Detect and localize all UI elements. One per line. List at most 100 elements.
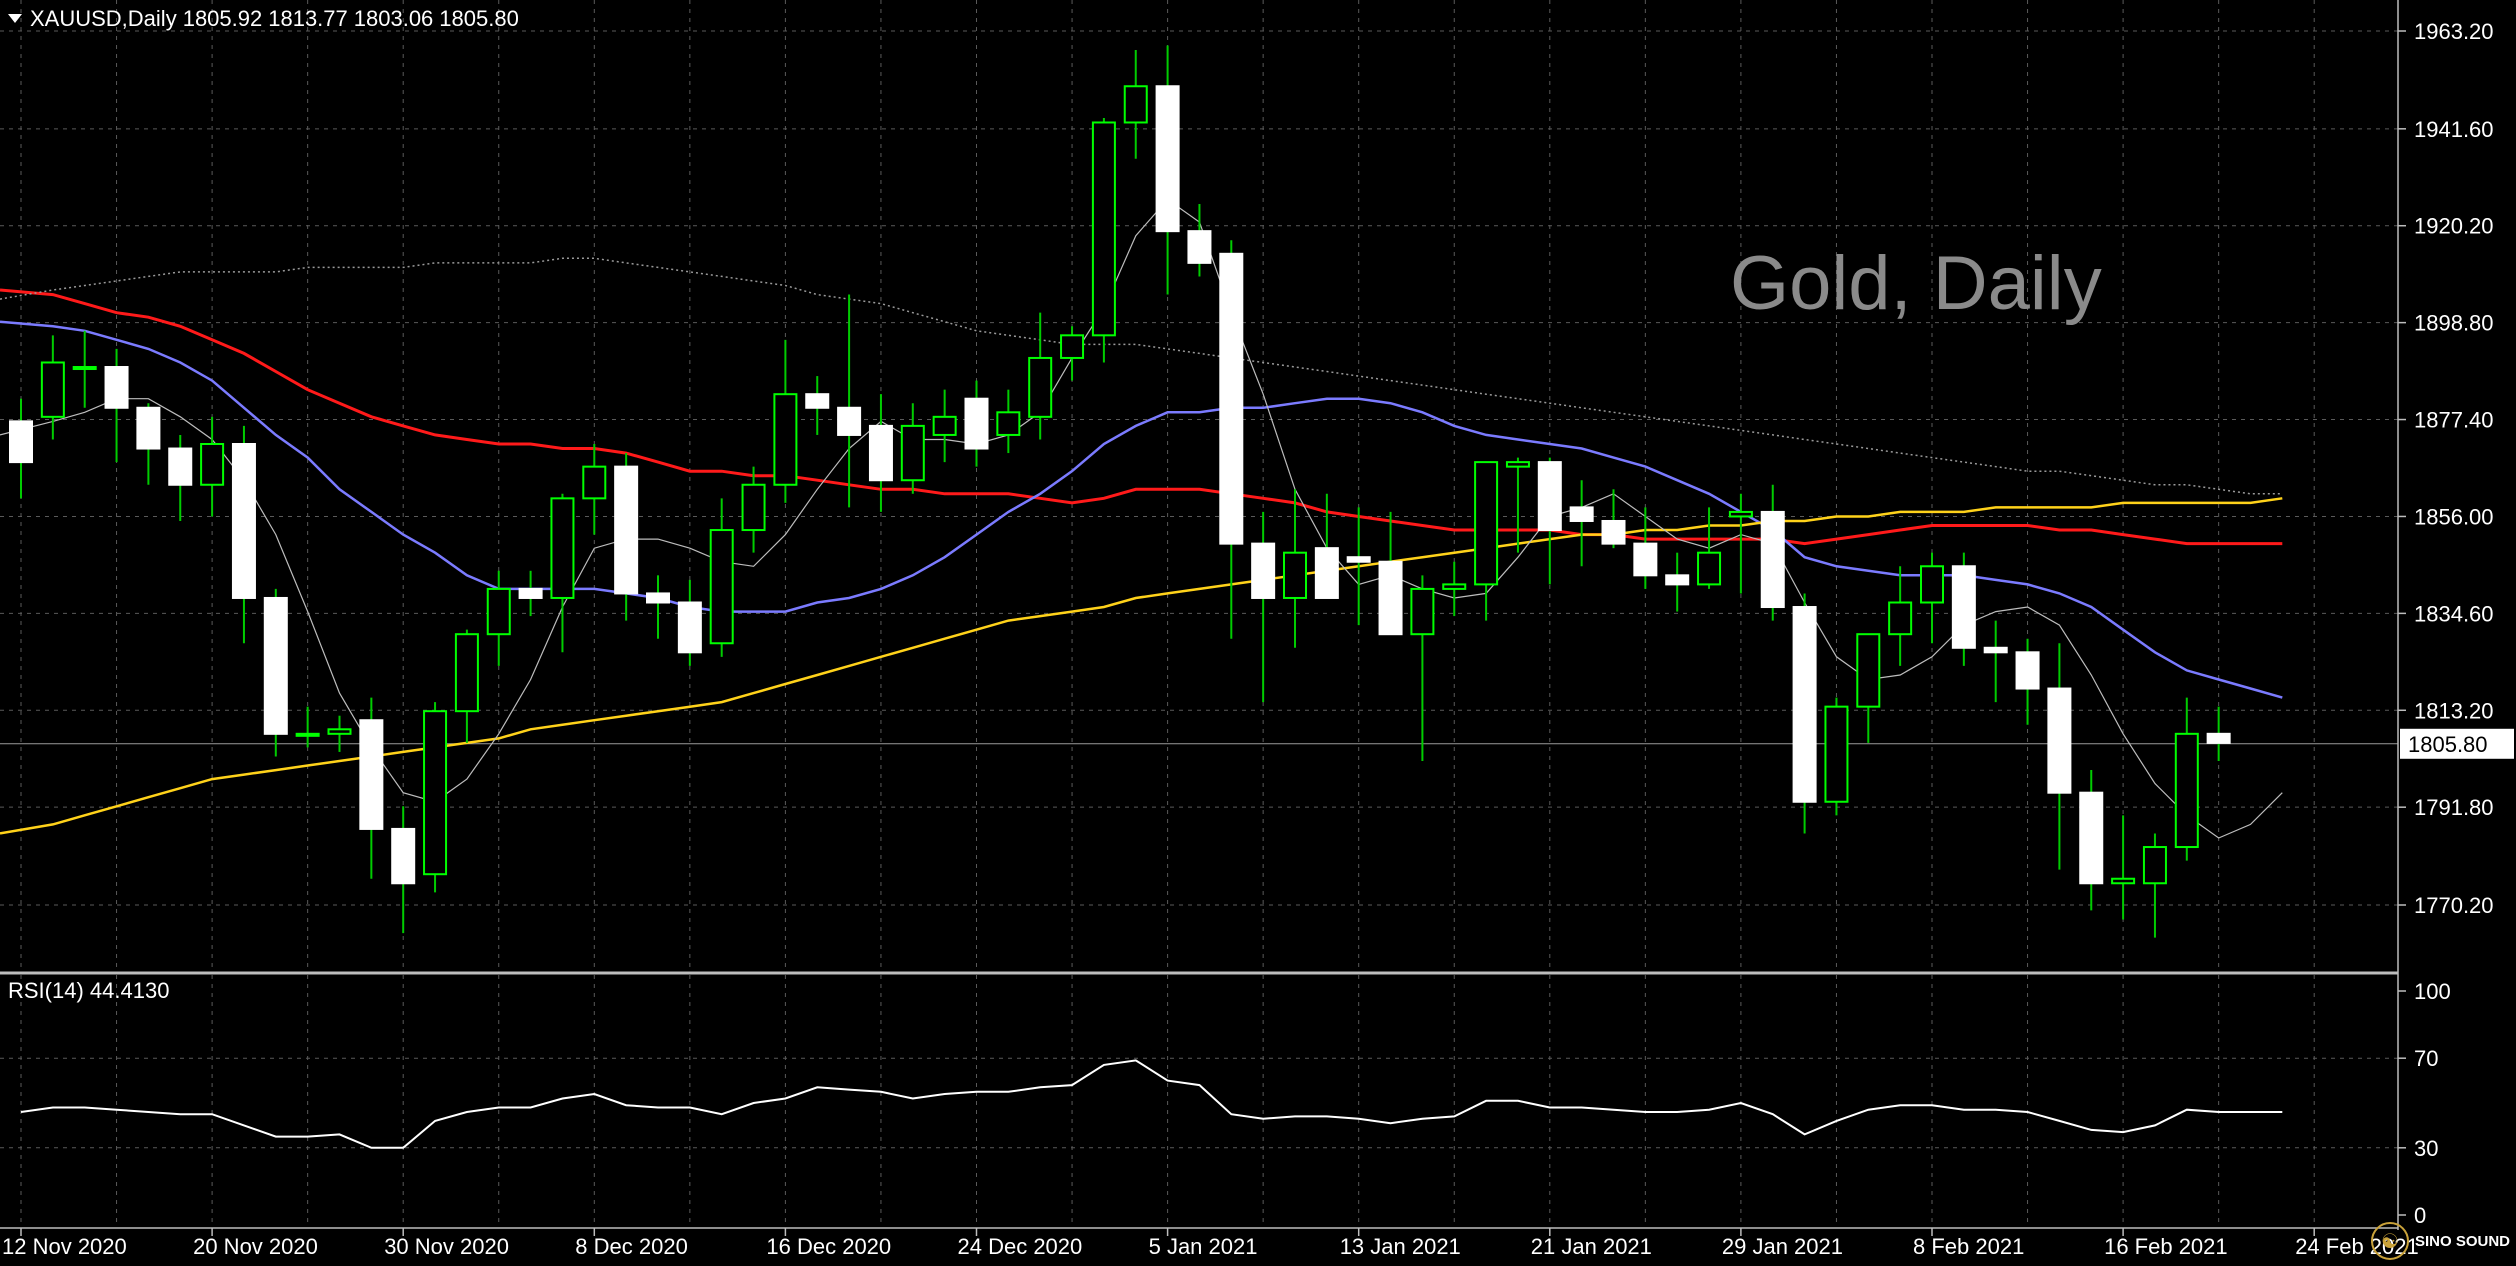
candle <box>2047 643 2072 870</box>
price-tick-label: 1898.80 <box>2414 311 2494 336</box>
candle-body-down <box>263 596 288 735</box>
candle-body-up <box>1824 705 1849 803</box>
candle <box>168 434 193 521</box>
candle-body-up <box>423 710 448 876</box>
candle-body-down <box>9 420 33 464</box>
candle-body-up <box>582 465 607 500</box>
candle-body-down <box>1251 542 1276 599</box>
candle-body-down <box>2206 732 2231 744</box>
candle <box>1028 312 1053 440</box>
candle <box>2015 638 2040 725</box>
candle-body-down <box>1633 542 1658 577</box>
candle-body-down <box>1187 230 1212 264</box>
candle <box>614 453 639 621</box>
date-tick-label: 5 Jan 2021 <box>1149 1234 1258 1259</box>
date-tick-label: 30 Nov 2020 <box>384 1234 509 1259</box>
candle <box>72 330 97 408</box>
low-value: 1803.06 <box>353 6 434 31</box>
candle-body-down <box>2015 651 2040 690</box>
candle <box>1728 493 1753 594</box>
candle <box>1060 326 1085 381</box>
candle <box>1569 480 1594 567</box>
candle-body-down <box>1219 252 1244 545</box>
candle-body-up <box>1060 334 1085 359</box>
candle-body-down <box>1346 556 1371 563</box>
candle-body-up <box>200 442 225 486</box>
candle <box>1251 511 1276 703</box>
close-value: 1805.80 <box>439 6 519 31</box>
candle <box>2174 697 2199 861</box>
candle-body-up <box>1920 565 1944 604</box>
candle-body-up <box>1505 461 1530 468</box>
candle <box>1856 633 1881 743</box>
candle <box>709 498 734 657</box>
candle <box>1983 620 2008 703</box>
candle <box>104 348 129 463</box>
candle <box>932 389 957 463</box>
candle-body-up <box>996 411 1021 436</box>
candle <box>1760 484 1785 621</box>
candle-body-down <box>1601 519 1626 545</box>
candle-body-down <box>104 366 129 409</box>
ma-thin-line <box>0 198 2283 839</box>
candle-body-down <box>2079 791 2104 885</box>
candle-body-down <box>677 601 702 654</box>
date-tick-label: 20 Nov 2020 <box>193 1234 318 1259</box>
date-tick-label: 16 Feb 2021 <box>2104 1234 2228 1259</box>
candle <box>1314 493 1339 599</box>
symbol-label: XAUUSD,Daily <box>30 6 177 31</box>
candle <box>1920 552 1944 644</box>
candle <box>1633 507 1658 589</box>
price-tick-label: 1941.60 <box>2414 117 2494 142</box>
price-tick-label: 1877.40 <box>2414 408 2494 433</box>
candle-body-up <box>1410 587 1435 636</box>
rsi-line <box>20 1059 2283 1149</box>
candle-body-up <box>709 529 734 645</box>
candle <box>1951 552 1976 666</box>
candle <box>327 715 352 752</box>
candle-body-down <box>646 592 670 604</box>
candle <box>582 443 607 535</box>
ma-blue-line <box>0 320 2283 699</box>
candle <box>2111 815 2136 920</box>
candle-body-down <box>1155 85 1180 233</box>
candle-body-down <box>518 587 543 599</box>
candle <box>837 294 862 508</box>
candle <box>423 702 448 893</box>
candle-body-down <box>136 406 161 450</box>
price-axis: 1963.20 1941.60 1920.20 1898.80 1877.40 1856.… <box>0 0 2514 1230</box>
candle <box>454 629 479 743</box>
candle-body-up <box>72 366 97 371</box>
rsi-tick-label: 30 <box>2414 1136 2438 1161</box>
date-tick-label: 29 Jan 2021 <box>1722 1234 1843 1259</box>
price-tick-label: 1770.20 <box>2414 893 2494 918</box>
high-value: 1813.77 <box>268 6 348 31</box>
candle-body-up <box>1856 633 1881 708</box>
date-tick-label: 8 Dec 2020 <box>575 1234 688 1259</box>
candle-body-down <box>1537 461 1562 532</box>
candle-body-down <box>168 447 193 486</box>
candle-body-up <box>550 497 575 599</box>
date-tick-label: 12 Nov 2020 <box>2 1234 127 1259</box>
candle-body-up <box>1091 121 1116 337</box>
rsi-grid <box>0 975 2398 1226</box>
candle-body-down <box>837 406 862 436</box>
candle <box>741 466 766 553</box>
current-price-label: 1805.80 <box>2408 732 2488 757</box>
candle-body-down <box>964 397 989 450</box>
candle <box>773 339 798 503</box>
current-price-tag <box>2400 728 2514 759</box>
candle-body-down <box>1665 574 1690 586</box>
candle <box>1155 45 1180 295</box>
candle <box>1283 489 1307 648</box>
candle-body-up <box>1697 551 1722 586</box>
candle <box>2142 833 2167 938</box>
dropdown-triangle-icon[interactable] <box>8 13 22 23</box>
candle <box>1091 117 1116 363</box>
ma-red-line <box>0 288 2283 546</box>
candle <box>1442 561 1467 617</box>
ma-gray-dotted-line <box>0 257 2283 495</box>
